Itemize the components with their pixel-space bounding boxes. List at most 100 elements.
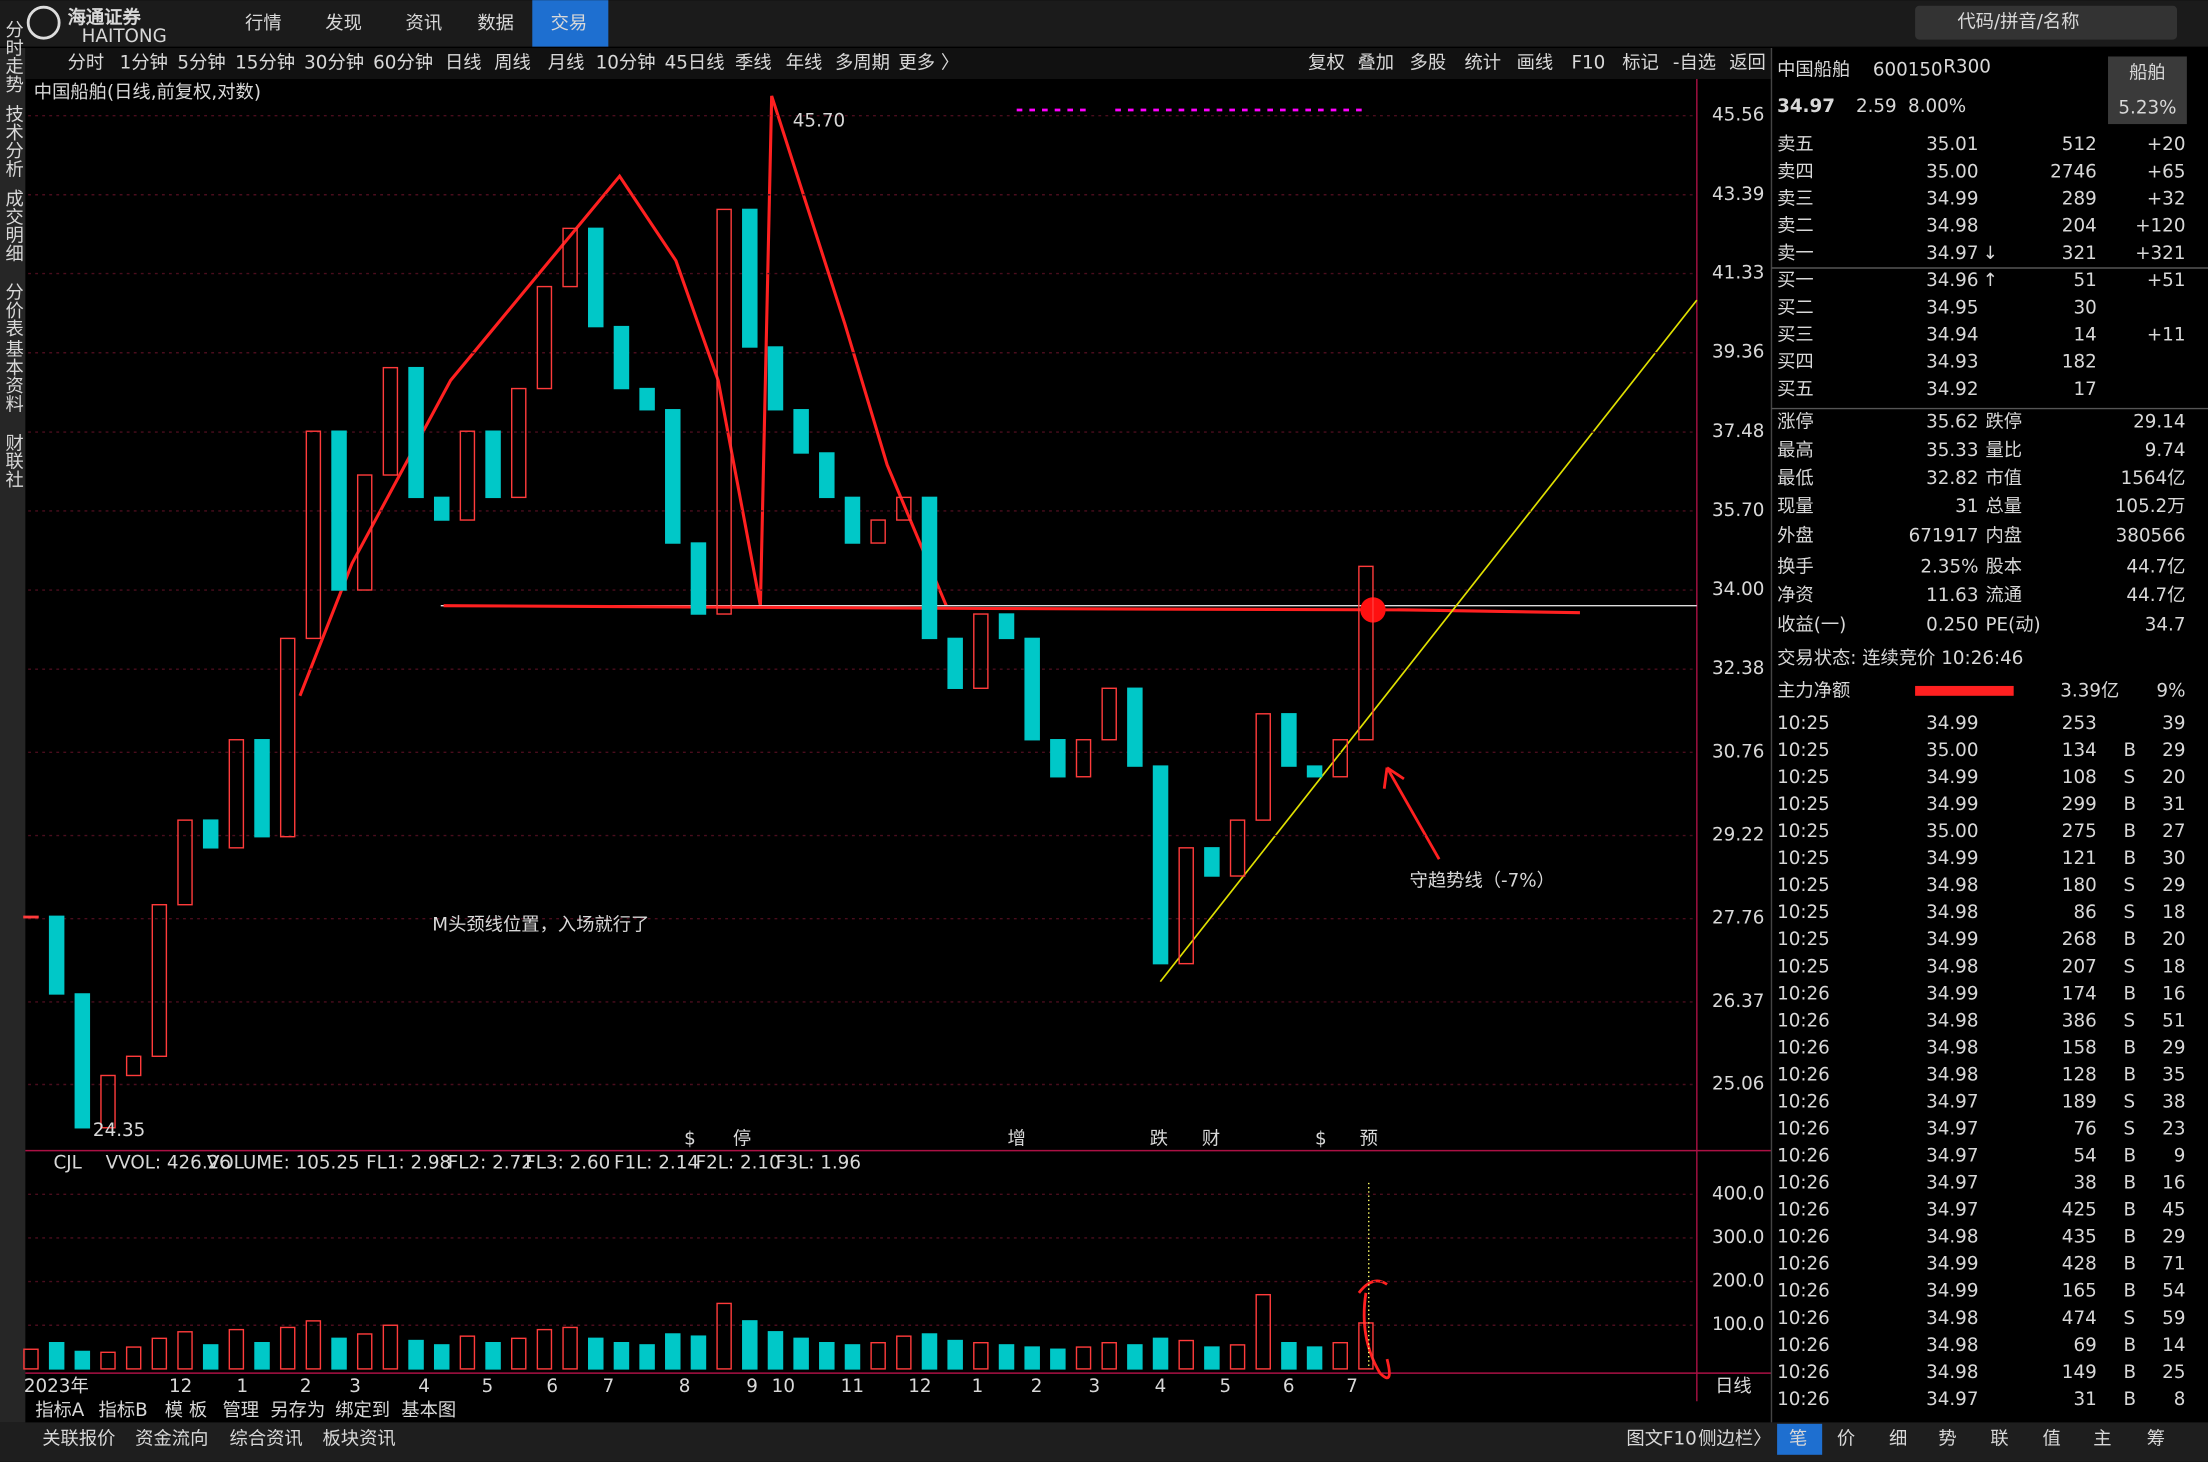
tick-volume: 108: [2062, 767, 2097, 788]
tick-volume: 128: [2062, 1064, 2097, 1085]
period[interactable]: 年线: [786, 53, 823, 74]
right-tab[interactable]: 笔: [1789, 1428, 1807, 1449]
volume-bar: [177, 1331, 193, 1370]
event-marker[interactable]: 增: [1008, 1128, 1026, 1149]
tick-price: 34.98: [1926, 1335, 1978, 1356]
period[interactable]: 日线: [445, 53, 482, 74]
event-marker[interactable]: 财: [1202, 1128, 1220, 1149]
change: 2.59: [1856, 96, 1897, 117]
period[interactable]: 30分钟: [304, 53, 364, 74]
book-change: +32: [2147, 189, 2186, 210]
tick-price: 34.98: [1926, 902, 1978, 923]
right-tab[interactable]: 筹: [2147, 1428, 2165, 1449]
footer-link[interactable]: 侧边栏〉: [1698, 1428, 1771, 1449]
period[interactable]: 5分钟: [177, 53, 225, 74]
sidebar-tab[interactable]: 分价表: [3, 283, 24, 338]
stat-label: 最低: [1777, 468, 1814, 489]
period[interactable]: 分时: [68, 53, 105, 74]
volume-bar: [1075, 1346, 1092, 1370]
bottom-tool[interactable]: 管理: [222, 1400, 259, 1421]
tick-price: 34.99: [1926, 1254, 1978, 1275]
search-box[interactable]: [1915, 5, 2178, 40]
period[interactable]: 更多 〉: [898, 53, 959, 74]
right-tab[interactable]: 势: [1938, 1428, 1956, 1449]
right-tab[interactable]: 主: [2093, 1428, 2111, 1449]
bottom-tool[interactable]: 指标A: [35, 1400, 85, 1421]
tool[interactable]: 返回: [1729, 53, 1766, 74]
volume-bar: [511, 1337, 527, 1370]
tool[interactable]: 标记: [1622, 53, 1659, 74]
brand-en: HAITONG: [82, 26, 167, 47]
tick-count: 31: [2162, 794, 2185, 815]
footer-link[interactable]: 综合资讯: [230, 1428, 303, 1449]
footer-link[interactable]: 图文F10: [1626, 1428, 1696, 1449]
tool[interactable]: 复权: [1308, 53, 1345, 74]
tick-side: B: [2124, 1200, 2137, 1221]
bottom-tool[interactable]: 绑定到: [335, 1400, 390, 1421]
sidebar-tab[interactable]: 基本资料: [3, 340, 24, 413]
nav-item[interactable]: 数据: [477, 13, 514, 34]
tool[interactable]: 画线: [1517, 53, 1554, 74]
bottom-tool[interactable]: 另存为: [270, 1400, 325, 1421]
event-marker[interactable]: 跌: [1150, 1128, 1168, 1149]
candle: [23, 915, 39, 919]
tool[interactable]: 叠加: [1357, 53, 1394, 74]
period[interactable]: 多周期: [835, 53, 890, 74]
period[interactable]: 60分钟: [373, 53, 433, 74]
event-marker[interactable]: $: [684, 1128, 696, 1149]
period[interactable]: 10分钟: [596, 53, 656, 74]
nav-item[interactable]: 资讯: [406, 13, 443, 34]
y-tick-label: 27.76: [1712, 908, 1764, 929]
sidebar-tab[interactable]: 技术分析: [3, 104, 24, 177]
search-placeholder: 代码/拼音/名称: [1957, 12, 2079, 33]
sidebar-tab[interactable]: 财联社: [3, 433, 24, 488]
tool[interactable]: -自选: [1673, 53, 1716, 74]
bottom-tool[interactable]: 基本图: [401, 1400, 456, 1421]
tick-price: 34.97: [1926, 1119, 1978, 1140]
candle: [1178, 847, 1194, 965]
period[interactable]: 周线: [494, 53, 531, 74]
tick-count: 20: [2162, 929, 2185, 950]
candle: [947, 637, 963, 689]
bottom-tool[interactable]: 模 板: [165, 1400, 207, 1421]
footer-link[interactable]: 关联报价: [42, 1428, 115, 1449]
tool[interactable]: F10: [1572, 53, 1606, 74]
event-marker[interactable]: 停: [733, 1128, 751, 1149]
period[interactable]: 15分钟: [235, 53, 295, 74]
book-volume: 182: [2062, 352, 2097, 373]
event-marker[interactable]: 预: [1360, 1128, 1378, 1149]
tick-time: 10:25: [1777, 848, 1830, 869]
volume-bar: [1358, 1322, 1374, 1370]
nav-active: [532, 0, 609, 47]
footer-link[interactable]: 资金流向: [135, 1428, 208, 1449]
tool[interactable]: 多股: [1410, 53, 1447, 74]
period[interactable]: 季线: [735, 53, 772, 74]
period[interactable]: 1分钟: [120, 53, 168, 74]
stat-value: 11.63: [1926, 585, 1978, 606]
candle: [819, 452, 835, 499]
right-tab[interactable]: 联: [1990, 1428, 2008, 1449]
nav-item[interactable]: 行情: [245, 13, 282, 34]
footer-link[interactable]: 板块资讯: [322, 1428, 395, 1449]
sidebar-tab[interactable]: 成交明细: [3, 189, 24, 262]
nav-item[interactable]: 交易: [551, 13, 588, 34]
period[interactable]: 45日线: [665, 53, 725, 74]
book-price: 34.99: [1926, 189, 1978, 210]
period[interactable]: 月线: [548, 53, 585, 74]
event-marker[interactable]: $: [1315, 1128, 1327, 1149]
tick-volume: 207: [2062, 956, 2097, 977]
sector-badge: [2108, 56, 2187, 125]
nav-item[interactable]: 发现: [325, 13, 362, 34]
tool[interactable]: 统计: [1464, 53, 1501, 74]
tick-volume: 386: [2062, 1010, 2097, 1031]
volume-bar: [48, 1342, 65, 1370]
sidebar-tab[interactable]: 分时走势: [3, 20, 24, 93]
right-tab[interactable]: 细: [1889, 1428, 1907, 1449]
bottom-tool[interactable]: 指标B: [99, 1400, 148, 1421]
stat-label: 总量: [1986, 496, 2023, 517]
x-tick-label: 5: [482, 1376, 494, 1397]
right-tab[interactable]: 价: [1837, 1428, 1855, 1449]
x-tick-label: 6: [546, 1376, 558, 1397]
tick-count: 54: [2162, 1281, 2185, 1302]
right-tab[interactable]: 值: [2043, 1428, 2061, 1449]
